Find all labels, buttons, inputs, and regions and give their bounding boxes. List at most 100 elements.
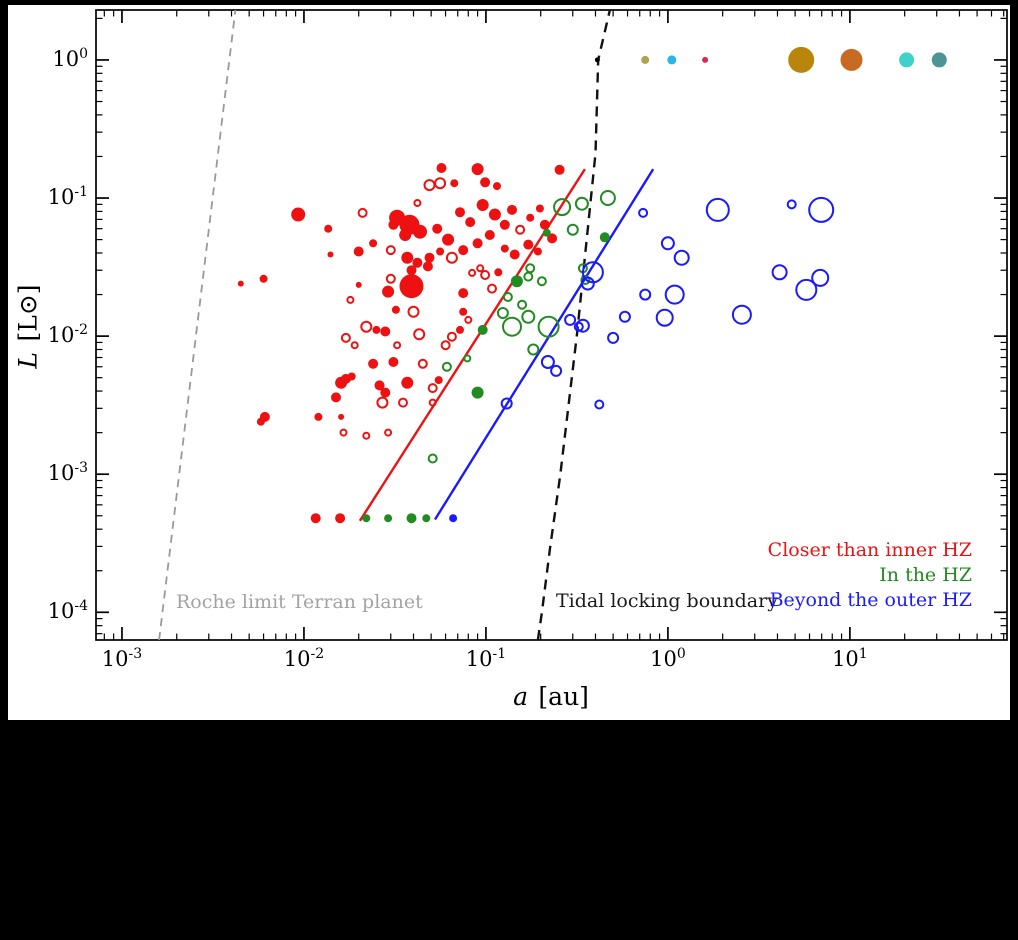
data-point [401,251,414,264]
data-point [434,177,447,190]
data-point [484,230,495,240]
data-point [554,164,565,175]
data-point [655,308,674,327]
data-point [350,341,359,350]
data-point [494,268,503,277]
data-point [399,229,412,241]
data-point [369,239,378,248]
data-point [536,276,547,287]
data-point [471,163,484,176]
data-point [517,299,528,310]
data-point [440,340,451,351]
y-tick-label-1e-2: 10-2 [47,322,88,348]
data-point [324,224,333,233]
data-point [380,387,391,398]
data-point [533,247,542,256]
data-point [380,326,391,337]
data-point [388,357,399,367]
data-point [599,190,616,206]
data-point [398,397,408,408]
line-tidal-locking-boundary [536,9,612,641]
data-point [450,179,459,188]
data-point [507,204,517,215]
data-point [786,199,797,210]
data-point [237,280,244,287]
data-point [446,331,457,342]
data-point [840,48,863,71]
data-point [523,271,534,282]
axes-frame [95,9,1008,641]
data-point [372,325,381,334]
data-point [339,428,348,437]
series-closer-than-inner-hz [237,163,565,524]
data-point [362,514,371,523]
data-point [510,275,523,288]
data-point [521,309,536,324]
data-point [355,281,362,288]
data-point [811,268,830,287]
data-point [795,278,818,301]
data-point [574,196,589,211]
y-tick-label-1e-3: 10-3 [47,460,88,486]
data-point [477,324,488,335]
data-point [362,431,371,440]
data-point [259,274,268,283]
data-point [550,364,563,377]
data-point [535,204,544,213]
data-point [564,313,577,326]
y-tick-label-1e0: 100 [52,45,88,71]
x-axis-unit: [au] [538,682,589,711]
data-point [382,285,395,298]
data-point [357,207,368,218]
series-top-row-colored-points [594,46,947,73]
data-point [458,288,469,299]
data-point [526,213,535,222]
x-tick-label-1e-1: 10-1 [465,646,507,671]
data-point [376,396,389,409]
tidal-locking-annotation: Tidal locking boundary [556,590,778,612]
data-point [664,284,685,305]
data-point [413,199,422,207]
data-point [788,46,815,73]
y-axis-label: L [L⊙] [14,227,43,427]
data-point [353,246,364,257]
x-tick-label-1e-3: 10-3 [101,646,143,671]
series-beyond-the-outer-hz [449,196,835,523]
data-point [346,295,355,304]
data-point [771,264,788,281]
data-point [441,361,452,372]
y-axis-unit: [L⊙] [13,284,43,342]
data-point [468,268,477,277]
data-point [407,305,420,318]
data-point [422,514,431,523]
data-point [427,453,438,464]
roche-limit-annotation: Roche limit Terran planet [176,591,423,613]
x-tick-label-1e1: 101 [832,646,868,671]
plot-paper [8,5,1010,720]
data-point [525,263,536,274]
data-point [731,304,752,325]
legend-item-in-the-hz: In the HZ [879,564,972,586]
data-point [573,321,584,332]
data-point [542,228,551,237]
data-point [417,358,428,369]
data-point [471,386,484,399]
data-point [385,245,396,256]
data-point [464,315,473,324]
data-point [702,56,709,63]
line-outer-hz-boundary [433,168,655,521]
data-point [459,307,468,316]
data-point [436,163,447,173]
data-point [360,320,373,333]
data-point [406,265,417,276]
data-point [422,261,433,272]
legend-item-closer-than-inner-hz: Closer than inner HZ [767,539,972,561]
data-point [931,52,947,68]
data-point [808,196,835,223]
data-point [580,275,591,285]
data-point [310,513,321,524]
data-point [463,354,472,363]
data-point [413,224,427,239]
data-point [424,252,435,263]
data-point [442,233,455,246]
